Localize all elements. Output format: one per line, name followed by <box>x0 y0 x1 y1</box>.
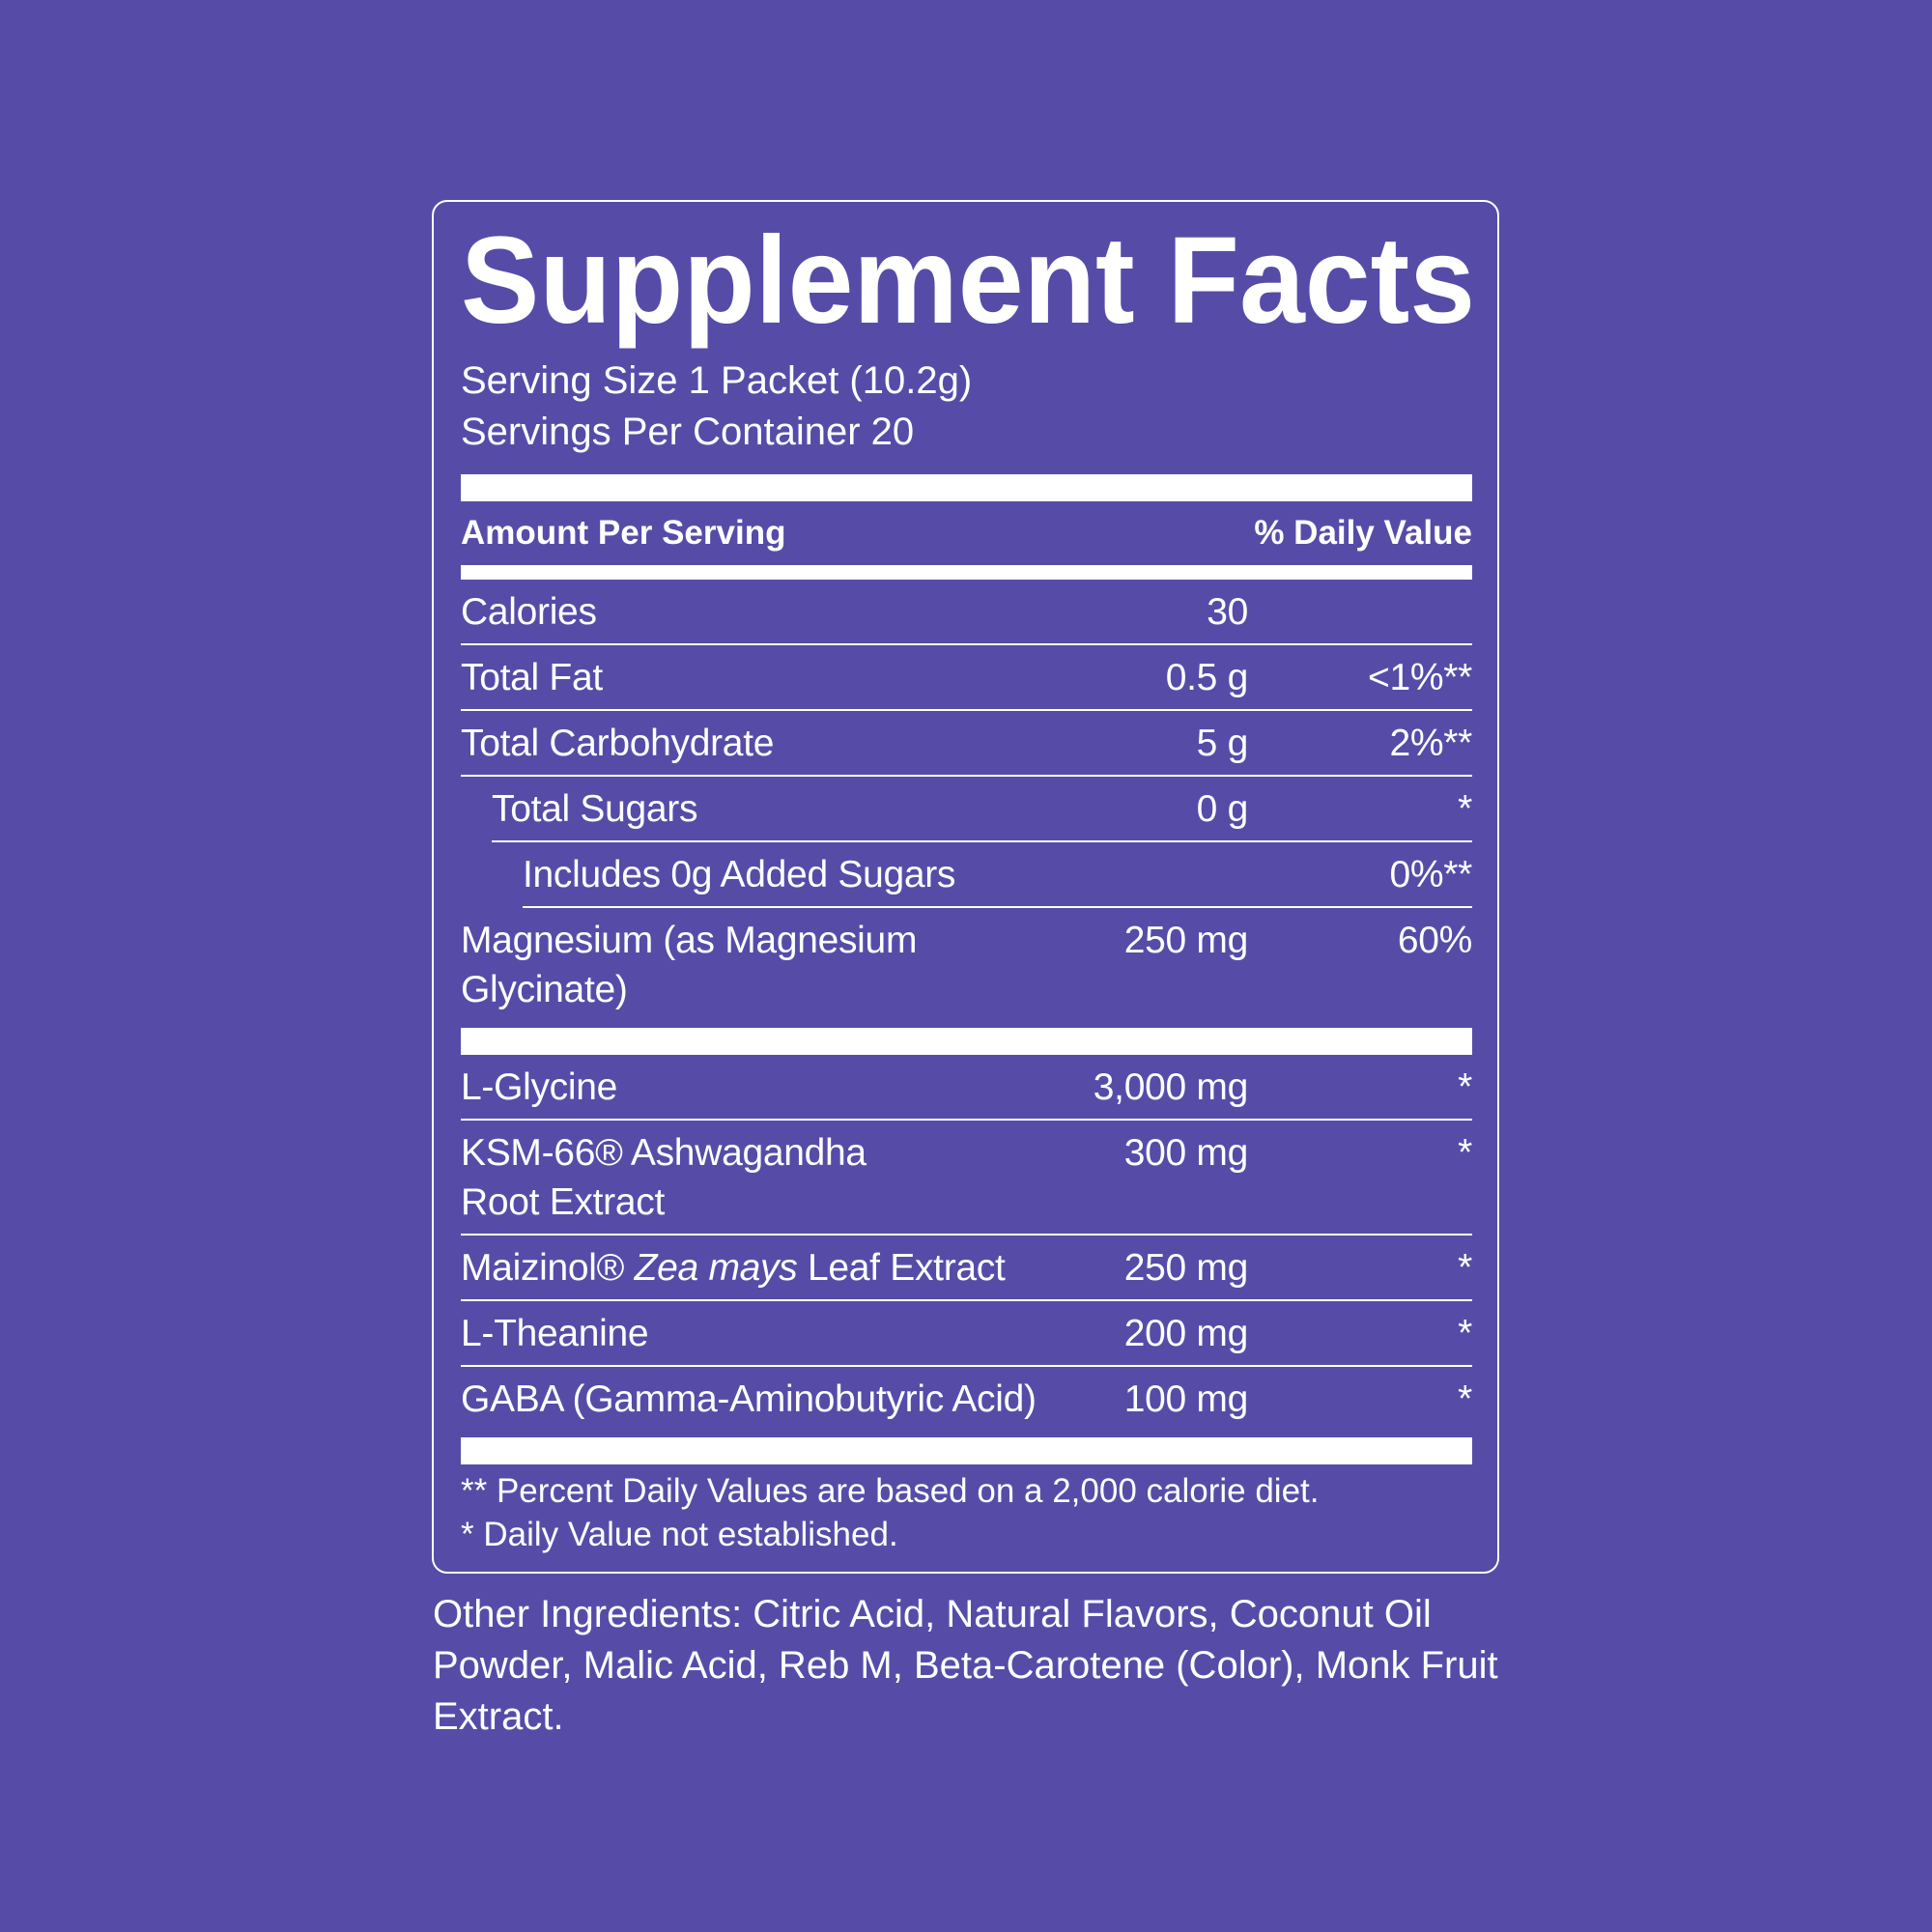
facts-row: L-Glycine 3,000 mg * <box>461 1055 1472 1121</box>
divider-bar <box>461 474 1472 501</box>
amount: 0 g <box>1196 788 1249 830</box>
facts-row: Includes 0g Added Sugars 0%** <box>523 842 1472 908</box>
nutrient-name: Total Fat <box>461 657 603 698</box>
daily-value: * <box>1458 1066 1472 1108</box>
daily-value: 60% <box>1397 920 1472 961</box>
daily-value: * <box>1458 1247 1472 1289</box>
name-line: Root Extract <box>461 1181 665 1223</box>
amount-header: Amount Per Serving <box>461 514 786 552</box>
name-italic: Zea mays <box>634 1247 798 1289</box>
facts-row: KSM-66® Ashwagandha Root Extract 300 mg * <box>461 1121 1472 1236</box>
facts-row: Total Carbohydrate 5 g 2%** <box>461 711 1472 777</box>
daily-value-header: % Daily Value <box>1254 514 1472 552</box>
title-svg: Supplement Facts <box>461 212 1475 350</box>
amount: 30 <box>1207 591 1248 633</box>
daily-value: 2%** <box>1389 723 1472 764</box>
daily-value: * <box>1458 1132 1472 1174</box>
facts-row: GABA (Gamma-Aminobutyric Acid) 100 mg * <box>461 1367 1472 1437</box>
column-headers: Amount Per Serving % Daily Value <box>461 501 1472 565</box>
daily-value: * <box>1458 1313 1472 1354</box>
nutrient-name: Total Carbohydrate <box>461 723 775 764</box>
amount: 5 g <box>1196 723 1249 764</box>
daily-value: 0%** <box>1389 854 1472 895</box>
divider-bar <box>461 565 1472 580</box>
serving-size: Serving Size 1 Packet (10.2g) <box>461 359 973 402</box>
name-line: KSM-66® Ashwagandha <box>461 1132 867 1174</box>
facts-row: L-Theanine 200 mg * <box>461 1301 1472 1367</box>
nutrient-name: Magnesium (as Magnesium Glycinate) <box>461 916 1084 1014</box>
footnote: * Daily Value not established. <box>461 1516 898 1553</box>
sections: Calories 30 Total Fat 0.5 g <1%** Total Carbo… <box>461 580 1472 1464</box>
name-part: Leaf Extract <box>808 1247 1006 1289</box>
facts-row: Magnesium (as Magnesium Glycinate) 250 mg 6… <box>461 908 1472 1028</box>
nutrient-name: L-Theanine <box>461 1313 649 1354</box>
facts-row: Total Sugars 0 g * <box>492 777 1472 842</box>
facts-row: Maizinol® Zea mays Leaf Extract 250 mg * <box>461 1236 1472 1301</box>
amount: 250 mg <box>1123 1247 1249 1289</box>
footnotes: ** Percent Daily Values are based on a 2… <box>461 1469 1472 1556</box>
nutrient-name: Maizinol® Zea mays Leaf Extract <box>461 1243 1084 1293</box>
footnote: ** Percent Daily Values are based on a 2… <box>461 1472 1320 1510</box>
nutrient-name: KSM-66® Ashwagandha Root Extract <box>461 1128 1084 1227</box>
servings-per-container: Servings Per Container 20 <box>461 411 915 453</box>
daily-value <box>1248 587 1472 637</box>
nutrient-name: Total Sugars <box>492 788 698 830</box>
name-part: Maizinol® <box>461 1247 625 1289</box>
other-ingredients: Other Ingredients: Citric Acid, Natural … <box>433 1593 1498 1738</box>
amount: 250 mg <box>1123 920 1249 961</box>
nutrient-name: Calories <box>461 591 597 633</box>
name-line: Magnesium (as Magnesium <box>461 920 918 961</box>
name-line: Glycinate) <box>461 969 628 1010</box>
amount: 300 mg <box>1123 1132 1249 1174</box>
amount: 200 mg <box>1123 1313 1249 1354</box>
amount: 0.5 g <box>1165 657 1249 698</box>
nutrient-name: Includes 0g Added Sugars <box>523 854 956 895</box>
supplement-facts-panel: Supplement Facts Serving Size 1 Packet (… <box>432 200 1499 1574</box>
facts-row: Calories 30 <box>461 580 1472 645</box>
daily-value: <1%** <box>1368 657 1472 698</box>
amount: 3,000 mg <box>1093 1066 1249 1108</box>
nutrient-name: L-Glycine <box>461 1066 618 1108</box>
amount <box>1084 850 1248 899</box>
amount: 100 mg <box>1123 1378 1249 1420</box>
daily-value: * <box>1458 788 1472 830</box>
nutrient-name: GABA (Gamma-Aminobutyric Acid) <box>461 1378 1037 1420</box>
daily-value: * <box>1458 1378 1472 1420</box>
facts-row: Total Fat 0.5 g <1%** <box>461 645 1472 711</box>
divider-bar <box>461 1437 1472 1464</box>
title: Supplement Facts <box>461 212 1475 350</box>
divider-bar <box>461 1028 1472 1055</box>
